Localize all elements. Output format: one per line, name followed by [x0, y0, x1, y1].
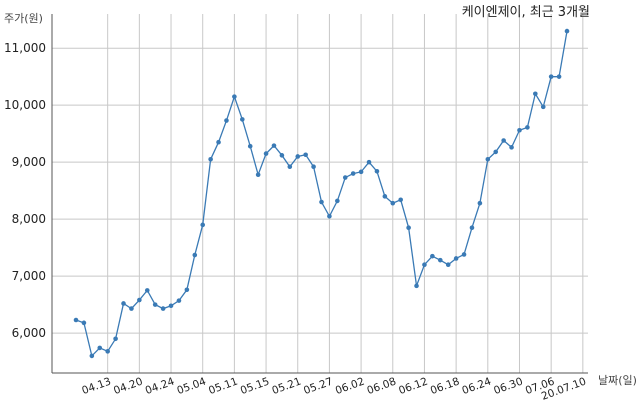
data-point [81, 320, 87, 326]
data-point [144, 288, 150, 293]
x-tick-label: 04.13 [80, 376, 112, 398]
x-tick-label: 06.30 [492, 376, 524, 398]
data-point [121, 301, 126, 306]
x-tick-label: 06.24 [460, 375, 493, 397]
y-tick-label: 10,000 [4, 98, 46, 112]
data-point [453, 256, 459, 261]
y-axis-label: 주가(원) [4, 12, 43, 25]
data-point [366, 159, 372, 165]
x-tick-label: 06.02 [334, 376, 366, 398]
data-point [327, 213, 332, 219]
data-point [279, 153, 285, 158]
x-tick-label: 05.15 [239, 376, 271, 398]
data-point [398, 197, 403, 203]
data-point [406, 225, 411, 230]
data-point [350, 171, 356, 176]
data-point [493, 149, 499, 155]
data-point [176, 298, 182, 303]
data-point [73, 317, 79, 323]
data-point [97, 345, 103, 351]
price-series [73, 28, 570, 359]
data-point [517, 127, 522, 133]
data-point [240, 117, 245, 122]
data-point [319, 199, 324, 205]
data-point [437, 257, 443, 263]
data-point [374, 168, 380, 174]
axes [51, 14, 588, 374]
x-tick-label: 05.11 [207, 376, 239, 398]
data-point [295, 154, 301, 159]
data-point [200, 222, 206, 228]
series-line [75, 30, 568, 358]
grid-lines [52, 14, 588, 373]
data-point [509, 145, 514, 150]
data-point [303, 152, 308, 158]
data-point [358, 169, 364, 175]
data-point [160, 306, 166, 311]
data-point [469, 225, 475, 230]
y-tick-label: 6,000 [12, 326, 46, 340]
x-tick-label: 06.18 [429, 376, 461, 398]
data-point [208, 157, 213, 162]
data-point [540, 104, 546, 110]
x-tick-label: 05.04 [175, 375, 208, 397]
data-point [192, 252, 198, 258]
y-tick-label: 8,000 [12, 212, 46, 226]
y-tick-label: 7,000 [12, 269, 46, 283]
data-point [445, 262, 451, 268]
data-point [414, 283, 419, 289]
data-point [113, 336, 118, 342]
y-tick-label: 11,000 [4, 41, 46, 55]
data-point [311, 164, 316, 170]
data-point [168, 303, 174, 309]
data-point [105, 349, 110, 354]
y-tick-labels: 6,000 7,000 8,000 9,000 10,000 11,000 [4, 41, 46, 340]
data-point [382, 194, 388, 199]
x-tick-label: 04.24 [144, 375, 177, 397]
data-point [533, 91, 538, 97]
data-point [89, 353, 95, 359]
x-tick-label: 05.27 [302, 376, 334, 398]
data-point [247, 143, 253, 149]
data-point [390, 200, 396, 206]
data-point [548, 74, 554, 79]
chart-title: 케이엔제이, 최근 3개월 [462, 5, 590, 20]
data-point [525, 125, 530, 130]
data-point [430, 253, 435, 259]
x-tick-label: 04.20 [112, 376, 144, 398]
data-point [184, 287, 190, 293]
x-tick-labels: 04.13 04.20 04.24 05.04 05.11 05.15 05.21 05.27… [80, 375, 588, 402]
data-point [342, 175, 348, 180]
y-tick-label: 9,000 [12, 155, 46, 169]
data-point [137, 297, 142, 303]
data-point [335, 198, 340, 204]
data-point [422, 262, 427, 268]
data-point [129, 306, 134, 311]
data-point [564, 28, 570, 34]
data-point [152, 302, 158, 307]
data-point [216, 139, 221, 145]
x-tick-label: 05.21 [270, 376, 302, 398]
data-point [232, 94, 237, 99]
x-axis-label: 날짜(일) [598, 373, 637, 387]
data-point [255, 172, 261, 177]
data-point [287, 164, 293, 170]
data-point [485, 157, 491, 162]
x-tick-label: 06.12 [397, 376, 429, 398]
data-point [224, 118, 229, 123]
data-point [271, 143, 277, 148]
data-point [461, 252, 467, 257]
data-point [477, 200, 483, 206]
x-tick-label: 06.08 [365, 376, 397, 398]
data-point [501, 138, 506, 143]
data-point [556, 74, 562, 79]
data-point [263, 151, 269, 156]
